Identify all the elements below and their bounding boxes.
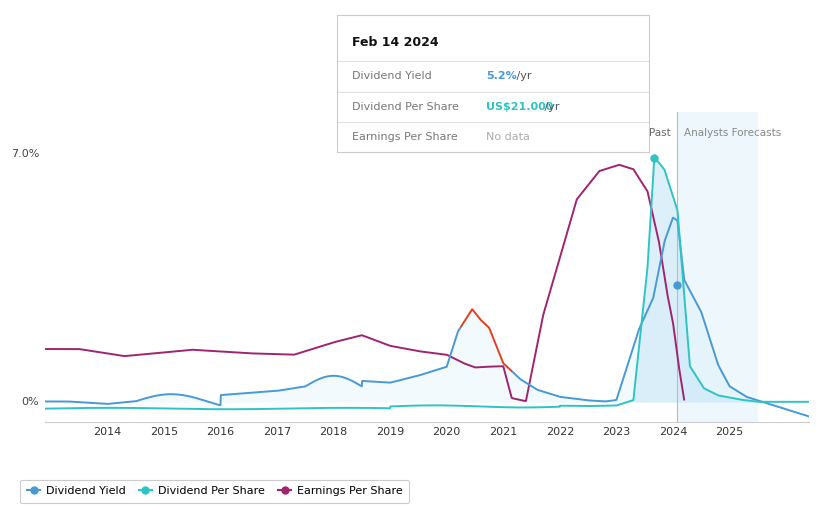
Legend: Dividend Yield, Dividend Per Share, Earnings Per Share: Dividend Yield, Dividend Per Share, Earn… bbox=[21, 480, 409, 503]
Text: Dividend Per Share: Dividend Per Share bbox=[352, 102, 459, 112]
Text: 5.2%: 5.2% bbox=[486, 71, 517, 81]
Text: No data: No data bbox=[486, 132, 530, 142]
Text: Dividend Yield: Dividend Yield bbox=[352, 71, 432, 81]
Text: Analysts Forecasts: Analysts Forecasts bbox=[684, 128, 782, 138]
Text: /yr: /yr bbox=[541, 102, 559, 112]
Text: Earnings Per Share: Earnings Per Share bbox=[352, 132, 458, 142]
Text: 0%: 0% bbox=[21, 397, 39, 407]
Text: 7.0%: 7.0% bbox=[11, 149, 39, 159]
Bar bbox=[677, 112, 758, 422]
Text: US$21.000: US$21.000 bbox=[486, 102, 553, 112]
Text: Feb 14 2024: Feb 14 2024 bbox=[352, 36, 439, 49]
Text: /yr: /yr bbox=[513, 71, 531, 81]
Text: Past: Past bbox=[649, 128, 671, 138]
